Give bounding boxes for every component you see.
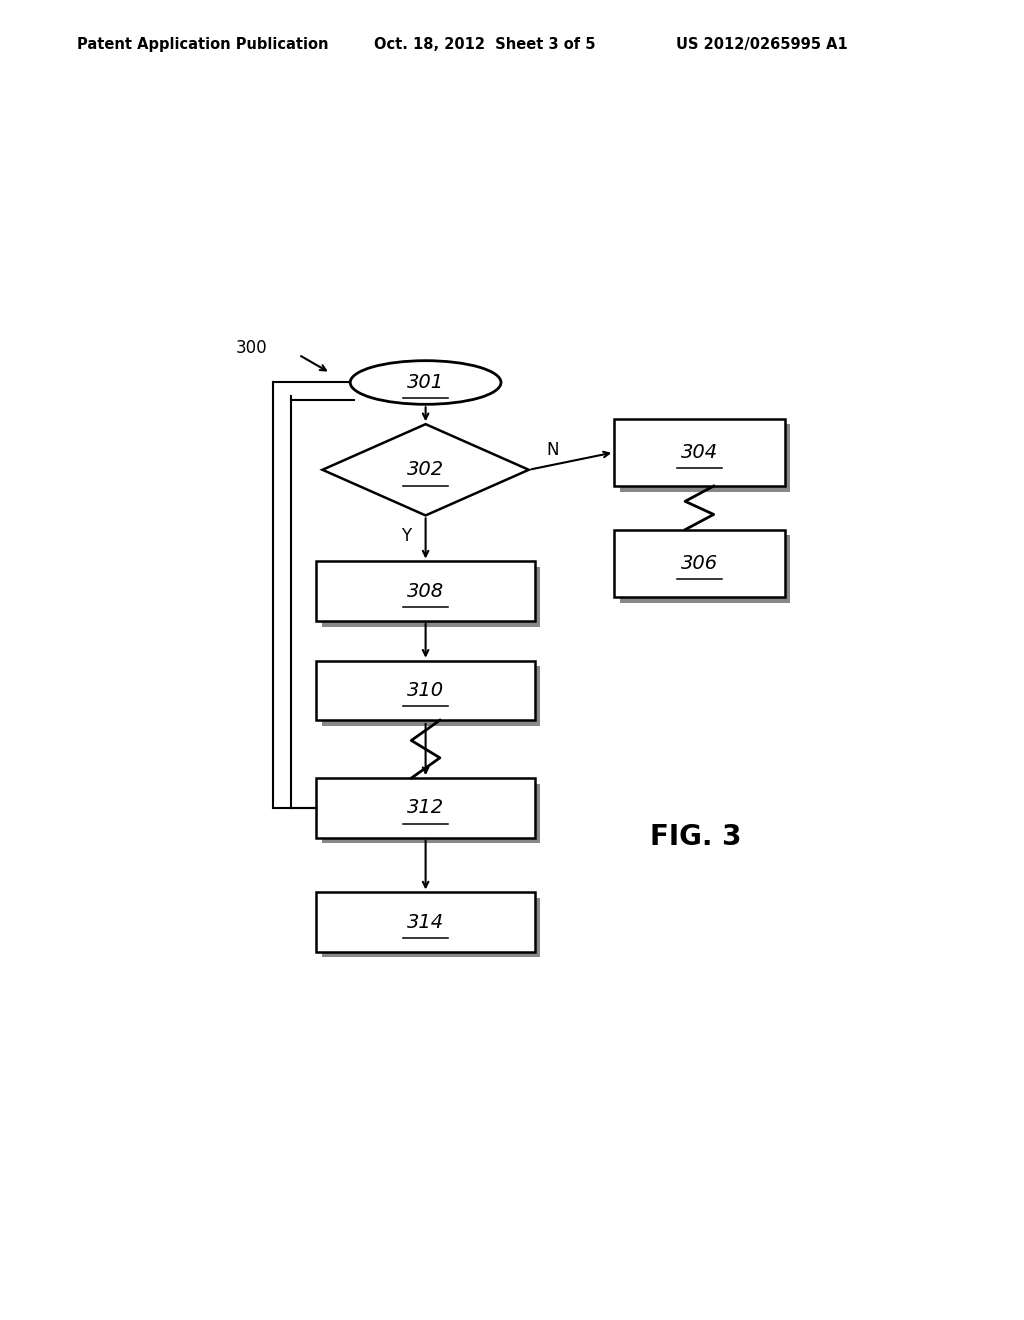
Bar: [322, 898, 541, 957]
Bar: [322, 667, 541, 726]
Bar: [316, 660, 535, 721]
Text: 301: 301: [407, 374, 444, 392]
Text: 310: 310: [407, 681, 444, 700]
Bar: [620, 535, 791, 603]
Bar: [316, 561, 535, 620]
Bar: [322, 784, 541, 843]
Text: 300: 300: [236, 338, 267, 356]
Bar: [316, 892, 535, 952]
Text: FIG. 3: FIG. 3: [649, 824, 741, 851]
Bar: [620, 424, 791, 491]
Ellipse shape: [350, 360, 501, 404]
Bar: [322, 568, 541, 627]
Text: 314: 314: [407, 912, 444, 932]
Text: Patent Application Publication: Patent Application Publication: [77, 37, 329, 51]
Text: 308: 308: [407, 582, 444, 601]
Polygon shape: [323, 424, 528, 515]
Text: Oct. 18, 2012  Sheet 3 of 5: Oct. 18, 2012 Sheet 3 of 5: [374, 37, 595, 51]
Bar: [614, 418, 784, 486]
Text: 312: 312: [407, 799, 444, 817]
Text: Y: Y: [400, 527, 411, 545]
Bar: [614, 529, 784, 597]
Text: US 2012/0265995 A1: US 2012/0265995 A1: [676, 37, 848, 51]
Text: 306: 306: [681, 554, 718, 573]
Text: 302: 302: [407, 461, 444, 479]
Bar: [316, 777, 535, 838]
Text: N: N: [546, 441, 559, 459]
Text: 304: 304: [681, 442, 718, 462]
